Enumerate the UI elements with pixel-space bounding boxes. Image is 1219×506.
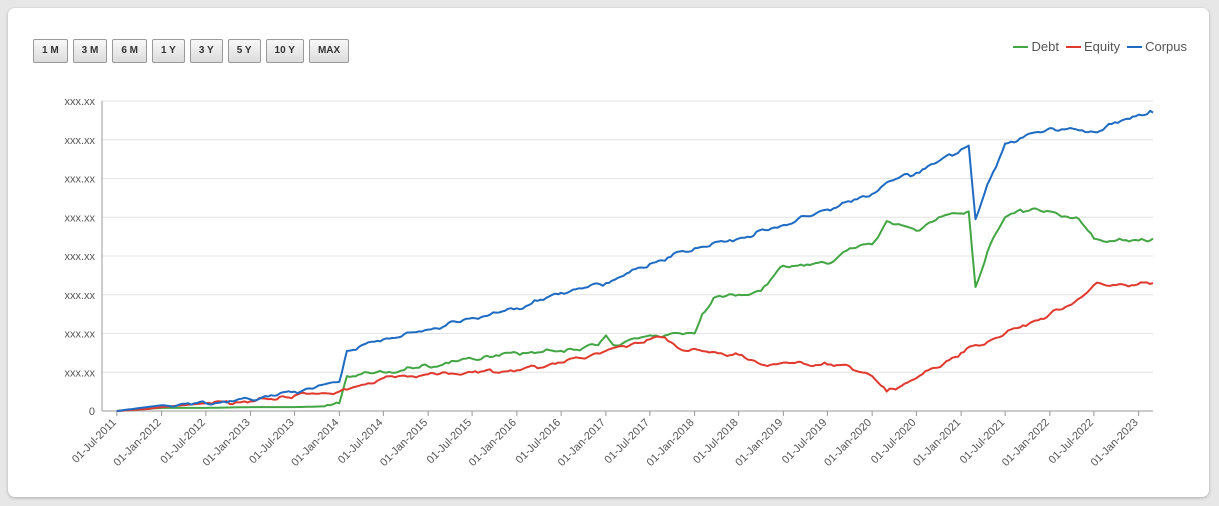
series-line-corpus [116,109,1154,412]
range-button-3y[interactable]: 3 Y [189,39,223,63]
x-tick-label: 01-Jul-2019 [780,417,830,467]
range-button-10y[interactable]: 10 Y [265,39,304,63]
legend-item-corpus[interactable]: Corpus [1127,39,1187,54]
range-button-3m[interactable]: 3 M [72,39,108,63]
x-tick-label: 01-Jul-2021 [958,417,1008,467]
series-line-equity [116,281,1154,412]
series-line-debt [116,207,1154,412]
y-tick-label: xxx.xx [64,329,95,341]
x-tick-label: 01-Jul-2011 [70,417,119,466]
x-tick-label: 01-Jul-2014 [336,417,386,467]
x-tick-label: 01-Jul-2012 [158,417,208,467]
x-tick-label: 01-Jan-2016 [467,417,519,469]
x-tick-label: 01-Jul-2015 [425,417,475,467]
y-tick-label: 0 [89,406,95,418]
legend-item-equity[interactable]: Equity [1065,39,1121,54]
x-tick-label: 01-Jul-2016 [514,417,564,467]
legend-label-debt: Debt [1031,39,1059,54]
x-tick-label: 01-Jul-2017 [602,417,652,467]
x-tick-label: 01-Jul-2020 [869,417,919,467]
legend-swatch-debt [1013,45,1029,48]
x-tick-label: 01-Jan-2022 [1000,417,1052,469]
y-tick-label: xxx.xx [64,367,95,379]
y-tick-label: xxx.xx [64,251,95,263]
x-tick-label: 01-Jan-2014 [289,417,341,469]
legend-label-equity: Equity [1083,39,1121,54]
legend-item-debt[interactable]: Debt [1013,39,1059,54]
x-tick-label: 01-Jan-2020 [822,417,874,469]
chart-legend: Debt Equity Corpus [1006,39,1187,54]
y-tick-label: xxx.xx [64,96,95,108]
x-tick-label: 01-Jul-2022 [1046,417,1096,467]
x-tick-label: 01-Jan-2023 [1089,417,1141,469]
x-tick-label: 01-Jul-2018 [691,417,741,467]
x-tick-label: 01-Jan-2017 [556,417,608,469]
range-button-max[interactable]: MAX [308,39,350,63]
y-tick-label: xxx.xx [64,174,95,186]
range-button-6m[interactable]: 6 M [112,39,148,63]
x-tick-label: 01-Jan-2015 [378,417,430,469]
y-tick-label: xxx.xx [64,290,95,302]
x-tick-label: 01-Jul-2013 [247,417,297,467]
range-selector: 1 M 3 M 6 M 1 Y 3 Y 5 Y 10 Y MAX [33,39,354,63]
range-button-1m[interactable]: 1 M [33,39,68,63]
y-tick-label: xxx.xx [64,212,95,224]
range-button-5y[interactable]: 5 Y [227,39,261,63]
x-tick-label: 01-Jan-2013 [201,417,253,469]
x-tick-label: 01-Jan-2012 [112,417,164,469]
range-button-1y[interactable]: 1 Y [152,39,185,63]
legend-label-corpus: Corpus [1145,39,1187,54]
x-tick-label: 01-Jan-2018 [645,417,697,469]
chart-card [8,8,1209,497]
y-tick-label: xxx.xx [64,135,95,147]
legend-swatch-corpus [1127,45,1143,48]
x-tick-label: 01-Jan-2019 [733,417,785,469]
x-tick-label: 01-Jan-2021 [911,417,963,469]
legend-swatch-equity [1065,45,1081,48]
